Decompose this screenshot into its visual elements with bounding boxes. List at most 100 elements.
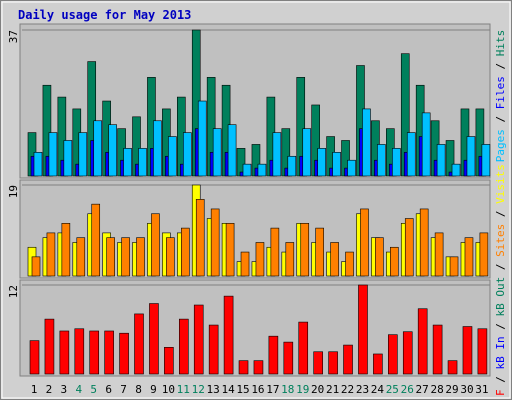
x-tick-label: 25 — [386, 383, 399, 396]
x-tick-label: 3 — [61, 383, 68, 396]
legend-separator: / — [494, 257, 507, 277]
legend-separator: / — [494, 204, 507, 224]
bar — [78, 132, 88, 177]
bar — [377, 144, 386, 177]
bar — [287, 155, 297, 177]
bar — [283, 341, 294, 375]
bar — [358, 284, 368, 375]
x-tick-label: 6 — [105, 383, 112, 396]
bar — [76, 237, 86, 277]
bar — [447, 360, 458, 375]
bar — [315, 227, 324, 277]
bar — [108, 124, 117, 177]
bar — [419, 208, 429, 277]
bar — [255, 242, 265, 277]
bar — [345, 251, 354, 277]
bar — [121, 237, 130, 277]
bar — [123, 148, 132, 177]
bar — [285, 242, 295, 277]
bar — [270, 227, 280, 277]
bar — [223, 295, 234, 375]
legend-item: Visits — [494, 164, 507, 204]
x-tick-label: 26 — [401, 383, 414, 396]
bar — [153, 120, 162, 177]
bar — [242, 163, 252, 177]
x-tick-label: 20 — [311, 383, 324, 396]
x-tick-label: 22 — [341, 383, 354, 396]
bar — [317, 148, 326, 177]
bar — [238, 360, 249, 375]
bar — [328, 351, 338, 375]
bar — [449, 256, 459, 277]
legend-item: Sites — [494, 224, 507, 257]
bar — [421, 112, 431, 177]
x-tick-label: 24 — [371, 383, 385, 396]
bar — [390, 246, 399, 277]
bar — [59, 330, 70, 375]
bar — [181, 227, 190, 277]
bar — [404, 218, 414, 277]
bar — [240, 251, 250, 277]
legend-item: kB Out — [494, 277, 507, 317]
x-tick-label: 12 — [192, 383, 205, 396]
legend-separator: / — [494, 317, 507, 337]
bar — [313, 351, 323, 375]
bar — [138, 148, 147, 177]
bar — [134, 313, 144, 375]
x-tick-label: 10 — [162, 383, 175, 396]
bar — [257, 163, 267, 177]
legend-item: Files — [494, 76, 507, 109]
bar — [29, 340, 40, 375]
x-tick-label: 16 — [251, 383, 264, 396]
bar — [63, 140, 73, 177]
bar — [149, 303, 159, 375]
bar — [210, 208, 220, 277]
bar — [436, 144, 446, 177]
bar — [479, 232, 489, 277]
bar — [477, 328, 488, 375]
legend-item: kB In — [494, 336, 507, 369]
bar — [46, 232, 56, 277]
bar — [119, 332, 129, 375]
legend-item: Pages — [494, 129, 507, 162]
y-tick-label: 37 — [7, 30, 20, 43]
bar — [268, 335, 279, 375]
bar — [93, 120, 103, 177]
bar — [451, 163, 461, 177]
bar — [74, 328, 85, 375]
legend-item: Hits — [494, 30, 507, 57]
chart-title: Daily usage for May 2013 — [18, 8, 191, 22]
bar — [253, 360, 264, 375]
x-tick-label: 30 — [460, 383, 473, 396]
x-tick-label: 8 — [135, 383, 142, 396]
x-tick-label: 14 — [221, 383, 235, 396]
bar — [466, 136, 476, 177]
x-tick-label: 15 — [236, 383, 249, 396]
bar — [89, 330, 100, 375]
y-tick-label: 19 — [7, 185, 20, 198]
legend: Pages / Files / Hits — [494, 30, 507, 163]
x-tick-label: 19 — [296, 383, 309, 396]
bar — [388, 334, 398, 375]
bar — [166, 237, 175, 277]
x-tick-label: 17 — [266, 383, 279, 396]
bar — [104, 330, 114, 375]
bar — [406, 132, 416, 177]
bar — [225, 223, 235, 277]
bar — [462, 326, 473, 375]
x-tick-label: 11 — [177, 383, 190, 396]
bar — [106, 237, 115, 277]
bar — [432, 324, 443, 375]
x-tick-label: 28 — [430, 383, 443, 396]
bar — [164, 346, 174, 375]
bar — [48, 132, 58, 177]
legend-separator: / — [494, 109, 507, 129]
x-tick-label: 21 — [326, 383, 339, 396]
bar — [417, 308, 428, 375]
y-tick-label: 12 — [7, 285, 20, 298]
x-tick-label: 31 — [475, 383, 488, 396]
x-tick-label: 27 — [416, 383, 429, 396]
legend-item: kB F — [494, 389, 507, 400]
